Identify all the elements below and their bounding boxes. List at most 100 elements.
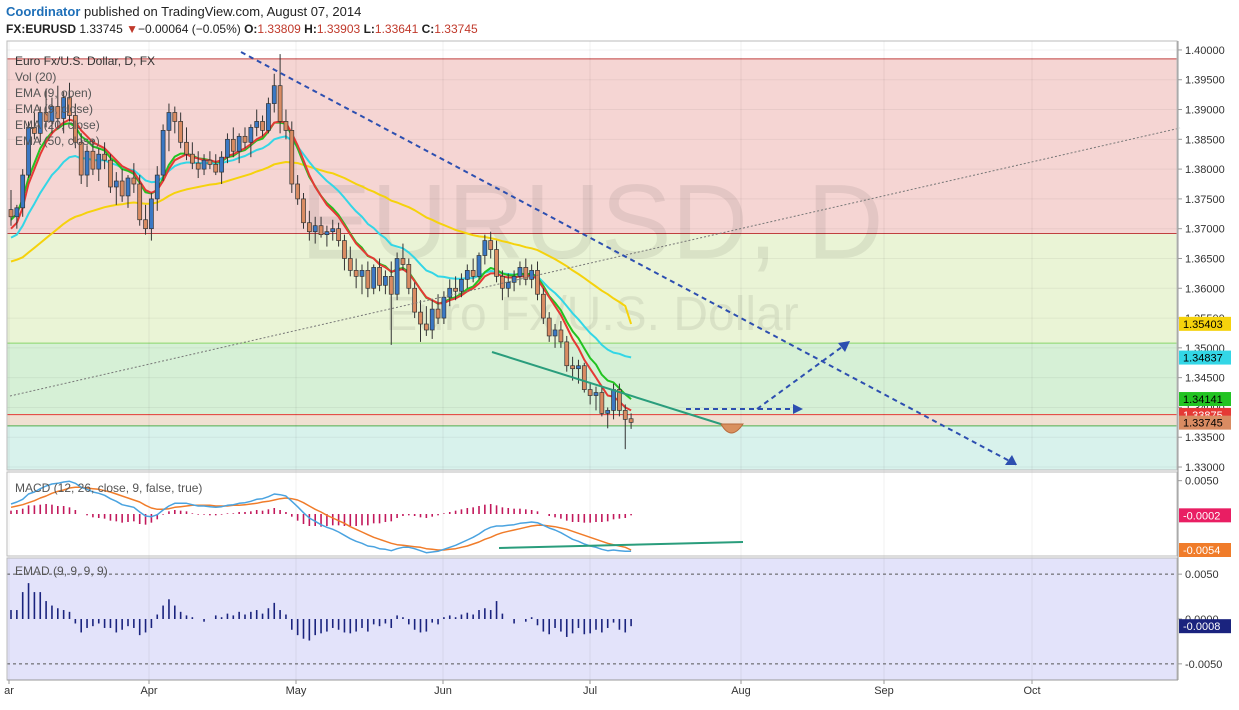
candle[interactable] (96, 148, 102, 182)
emad-legend[interactable]: EMAD (9, 9, 9, 9) (15, 564, 108, 578)
candle[interactable] (628, 413, 634, 429)
candle[interactable] (482, 234, 488, 265)
candle[interactable] (184, 127, 189, 161)
candle[interactable] (43, 88, 49, 128)
candle[interactable] (464, 264, 470, 289)
candle[interactable] (424, 306, 429, 336)
legend-ema-20-close[interactable]: EMA (20, close) (15, 118, 100, 132)
author-link[interactable]: Coordinator (6, 4, 81, 19)
macd-divergence-line[interactable] (498, 541, 744, 549)
candle[interactable] (26, 121, 31, 179)
candle[interactable] (260, 115, 265, 137)
candle[interactable] (394, 252, 400, 301)
candle[interactable] (72, 103, 78, 149)
candle[interactable] (406, 258, 412, 295)
candle[interactable] (459, 273, 464, 298)
candle[interactable] (593, 386, 599, 411)
candle[interactable] (447, 279, 453, 307)
legend-ema-50-close[interactable]: EMA (50, close) (15, 134, 100, 148)
candle[interactable] (102, 142, 107, 170)
candle[interactable] (587, 383, 593, 405)
candle[interactable] (8, 189, 14, 226)
candle[interactable] (113, 172, 119, 205)
candle[interactable] (500, 270, 505, 301)
candle[interactable] (49, 97, 55, 134)
candle[interactable] (347, 246, 353, 277)
macd-legend[interactable]: MACD (12, 26, close, 9, false, true) (15, 481, 202, 495)
candle[interactable] (137, 175, 143, 226)
candle[interactable] (359, 264, 365, 295)
candle[interactable] (37, 106, 43, 143)
candle[interactable] (90, 139, 96, 176)
up-arrow-line[interactable] (756, 343, 847, 410)
candle[interactable] (336, 222, 341, 247)
candle[interactable] (125, 175, 131, 208)
candle[interactable] (277, 54, 283, 134)
candle[interactable] (166, 103, 172, 152)
candle[interactable] (535, 261, 540, 301)
candle[interactable] (581, 362, 587, 393)
candle[interactable] (342, 234, 347, 271)
candle[interactable] (412, 282, 417, 319)
candle[interactable] (242, 127, 248, 149)
candle[interactable] (61, 91, 67, 134)
candle[interactable] (330, 219, 336, 241)
candle[interactable] (564, 335, 570, 372)
candle[interactable] (213, 154, 219, 176)
candle[interactable] (505, 273, 511, 298)
candle[interactable] (289, 121, 295, 193)
candle[interactable] (230, 127, 236, 158)
candle[interactable] (78, 133, 84, 184)
candle[interactable] (149, 192, 154, 241)
downtrend-line[interactable] (240, 51, 1018, 466)
candle[interactable] (283, 109, 289, 140)
candle[interactable] (271, 73, 277, 113)
candle[interactable] (219, 151, 224, 184)
candle[interactable] (248, 124, 254, 158)
candle[interactable] (558, 321, 564, 348)
candle[interactable] (14, 204, 20, 229)
candle[interactable] (225, 133, 230, 164)
candle[interactable] (453, 276, 458, 301)
candle[interactable] (388, 261, 394, 345)
candle[interactable] (540, 288, 546, 325)
candle[interactable] (488, 231, 494, 259)
candle[interactable] (324, 225, 330, 247)
candle[interactable] (371, 264, 377, 295)
candle[interactable] (318, 216, 324, 238)
candle[interactable] (254, 109, 260, 137)
candle[interactable] (236, 133, 242, 164)
candle[interactable] (517, 261, 523, 286)
candle[interactable] (365, 261, 371, 298)
candle[interactable] (476, 252, 482, 280)
candle[interactable] (552, 324, 558, 348)
support-line[interactable] (491, 351, 728, 427)
candle[interactable] (20, 169, 26, 217)
candle[interactable] (377, 258, 382, 292)
long-trendline[interactable] (9, 127, 1181, 397)
candle[interactable] (207, 151, 213, 170)
candle[interactable] (400, 243, 406, 271)
candle[interactable] (383, 270, 388, 295)
candle[interactable] (195, 151, 201, 179)
candle[interactable] (295, 175, 300, 205)
candle[interactable] (119, 169, 125, 202)
candle[interactable] (154, 166, 160, 211)
candle[interactable] (172, 106, 178, 134)
legend-vol[interactable]: Vol (20) (15, 70, 56, 84)
candle[interactable] (605, 407, 611, 429)
legend-ema-9-open[interactable]: EMA (9, open) (15, 86, 92, 100)
candle[interactable] (67, 82, 72, 122)
candle[interactable] (178, 112, 183, 149)
candle[interactable] (190, 142, 195, 170)
candle[interactable] (55, 85, 61, 128)
candle[interactable] (529, 264, 535, 289)
candle[interactable] (418, 300, 423, 342)
candle[interactable] (307, 210, 312, 241)
candle[interactable] (266, 97, 271, 134)
candle[interactable] (84, 145, 90, 187)
candle[interactable] (131, 163, 137, 193)
candle[interactable] (429, 300, 435, 339)
candle[interactable] (599, 386, 605, 417)
